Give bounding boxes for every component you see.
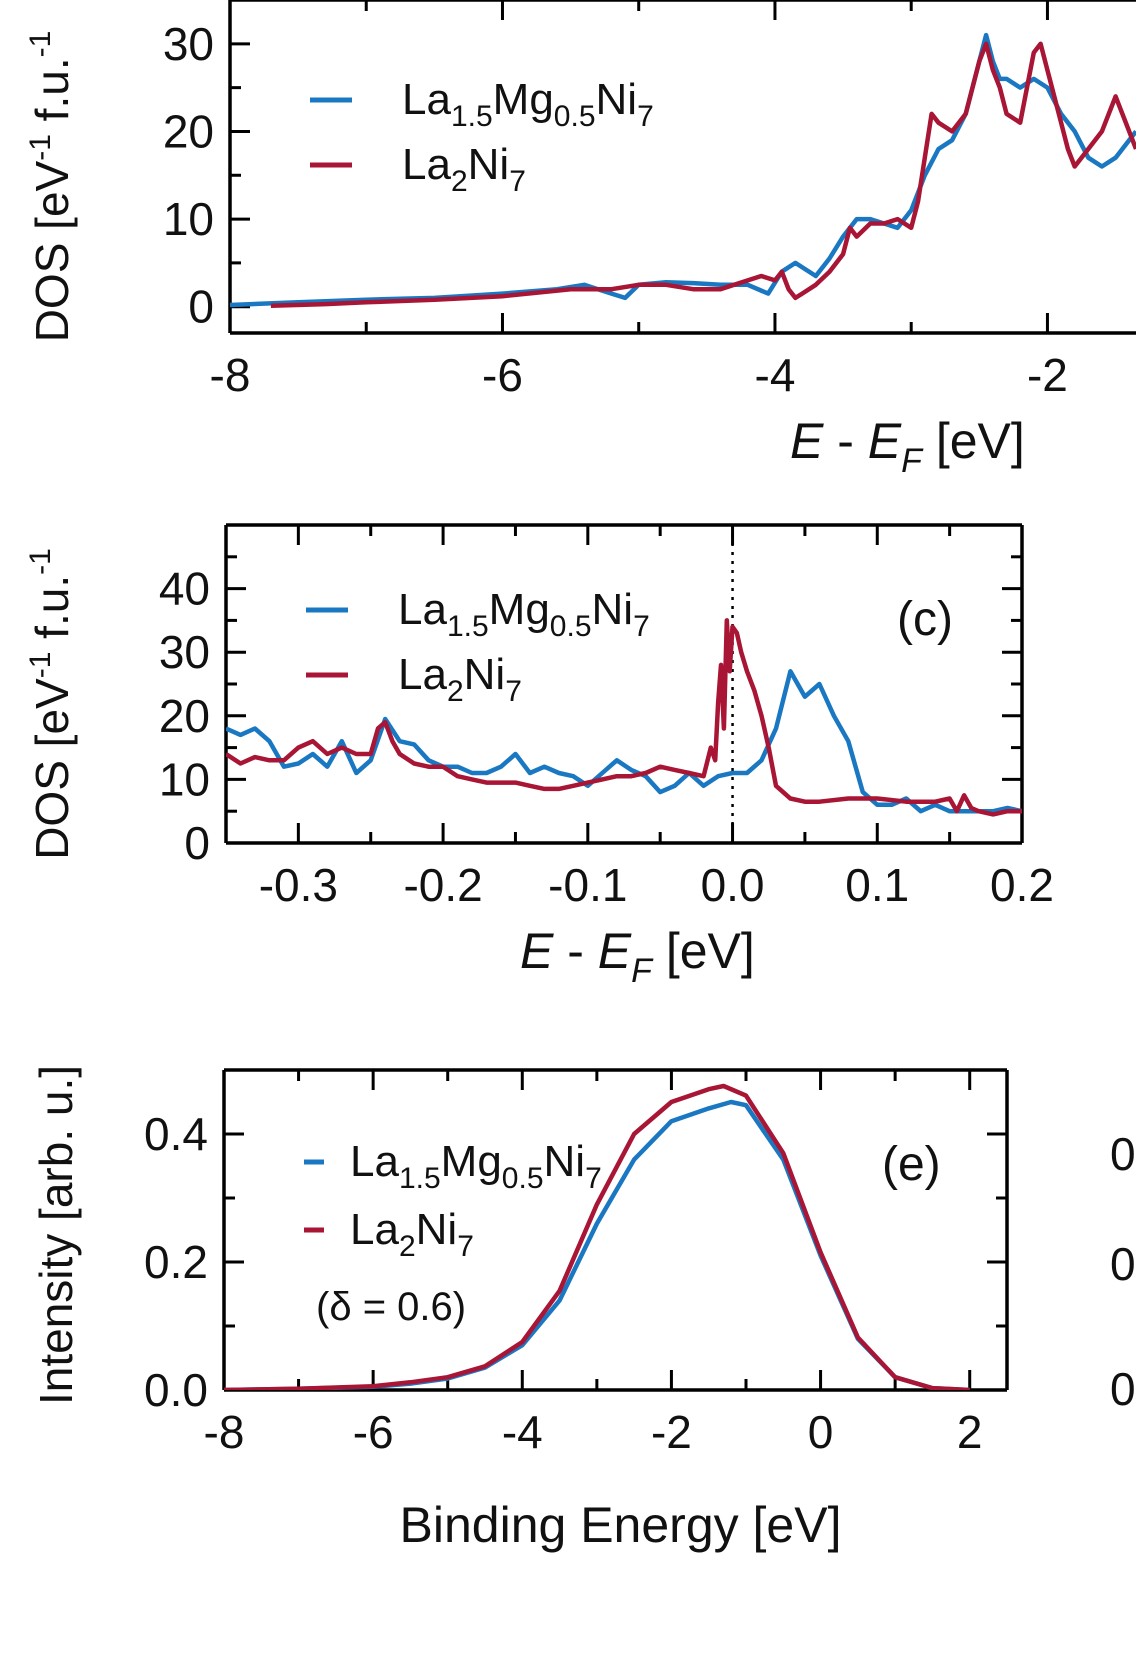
x-tick-label: -0.3 bbox=[259, 859, 338, 911]
x-tick-label: -2 bbox=[1027, 349, 1068, 401]
neighbor-tick-label: 0 bbox=[1110, 1238, 1136, 1290]
x-tick-label: 0 bbox=[808, 1406, 834, 1458]
legend-label: La1.5Mg0.5Ni7 bbox=[402, 75, 654, 133]
y-axis-label: DOS [eV-1 f.u.-1 bbox=[24, 548, 78, 860]
legend-label: La1.5Mg0.5Ni7 bbox=[398, 585, 650, 643]
plot-area bbox=[224, 1083, 970, 1390]
chart-panel-bot: -8 -6 -4 -2 0 2 0.0 0.2 0.4 La1.5Mg0.5Ni7 La2Ni7 (e… bbox=[30, 1065, 1136, 1553]
y-tick-label: 30 bbox=[159, 626, 210, 678]
y-axis-label: Intensity [arb. u.] bbox=[30, 1065, 82, 1405]
legend-label: La2Ni7 bbox=[402, 140, 526, 198]
x-tick-label: -0.1 bbox=[548, 859, 627, 911]
y-tick-label: 20 bbox=[159, 690, 210, 742]
y-tick-label: 10 bbox=[163, 193, 214, 245]
y-tick-label: 0 bbox=[188, 281, 214, 333]
y-tick-label: 0 bbox=[184, 817, 210, 869]
x-tick-label: -8 bbox=[204, 1406, 245, 1458]
neighbor-tick-label: 0 bbox=[1110, 1363, 1136, 1415]
y-tick-label: 0.4 bbox=[144, 1108, 208, 1160]
chart-panel-mid: -0.3 -0.2 -0.1 0.0 0.1 0.2 0 10 20 30 40 La1.5Mg0.5… bbox=[24, 523, 1054, 990]
chart-panel-top: -8 -6 -4 -2 0 10 20 30 La1.5Mg0.5Ni7 La2Ni7 E - EF… bbox=[24, 0, 1136, 480]
x-tick-label: -0.2 bbox=[403, 859, 482, 911]
x-tick-label: -4 bbox=[502, 1406, 543, 1458]
delta-annotation: (δ = 0.6) bbox=[316, 1285, 466, 1329]
x-tick-label: 0.1 bbox=[845, 859, 909, 911]
legend-label: La2Ni7 bbox=[398, 650, 522, 708]
legend-label: La2Ni7 bbox=[350, 1205, 474, 1263]
panel-label: (c) bbox=[897, 593, 953, 646]
series-line-La2Ni7 bbox=[224, 1083, 970, 1390]
panel-label: (e) bbox=[882, 1138, 941, 1191]
x-tick-label: -8 bbox=[210, 349, 251, 401]
y-tick-label: 0.0 bbox=[144, 1364, 208, 1416]
y-tick-label: 40 bbox=[159, 563, 210, 615]
legend-label: La1.5Mg0.5Ni7 bbox=[350, 1137, 602, 1195]
x-axis-label: E - EF [eV] bbox=[790, 413, 1025, 480]
y-axis-label: DOS [eV-1 f.u.-1 bbox=[24, 31, 78, 343]
x-tick-label: 0.2 bbox=[990, 859, 1054, 911]
x-tick-label: -6 bbox=[482, 349, 523, 401]
y-tick-label: 0.2 bbox=[144, 1236, 208, 1288]
x-tick-label: 2 bbox=[957, 1406, 983, 1458]
y-tick-label: 20 bbox=[163, 105, 214, 157]
x-axis-label: Binding Energy [eV] bbox=[400, 1497, 842, 1553]
x-tick-label: 0.0 bbox=[701, 859, 765, 911]
series-line-La2Ni7 bbox=[226, 618, 1022, 817]
x-tick-label: -6 bbox=[353, 1406, 394, 1458]
y-tick-label: 10 bbox=[159, 753, 210, 805]
y-tick-label: 30 bbox=[163, 18, 214, 70]
series-line-La1.5Mg0.5Ni7 bbox=[224, 1099, 970, 1390]
series-line-La1.5Mg0.5Ni7 bbox=[226, 669, 1022, 814]
series-line-La1.5Mg0.5Ni7 bbox=[230, 32, 1136, 308]
neighbor-tick-label: 0 bbox=[1110, 1128, 1136, 1180]
x-tick-label: -2 bbox=[651, 1406, 692, 1458]
x-axis-label: E - EF [eV] bbox=[520, 923, 755, 990]
series-line-La2Ni7 bbox=[270, 41, 1136, 309]
x-tick-label: -4 bbox=[755, 349, 796, 401]
plot-area bbox=[230, 32, 1136, 309]
plot-area bbox=[226, 618, 1022, 817]
